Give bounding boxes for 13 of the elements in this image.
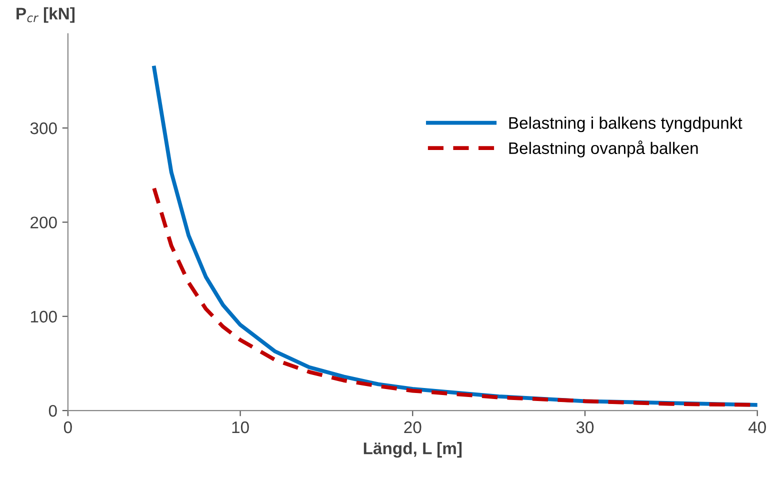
legend-label: Belastning ovanpå balken (509, 140, 698, 158)
x-tick-label: 0 (64, 421, 72, 434)
x-tick-label: 10 (232, 421, 249, 434)
y-tick-label: 300 (30, 122, 57, 134)
legend-label: Belastning i balkens tyngdpunkt (509, 116, 742, 132)
x-tick-label: 20 (404, 421, 422, 434)
y-tick-label: 100 (30, 310, 57, 323)
x-tick-label: 30 (576, 421, 594, 434)
x-tick-label: 40 (748, 421, 766, 434)
x-axis-title: Längd, L [m] (364, 442, 462, 458)
y-axis-title: P$_{cr}$ [kN] (16, 7, 74, 23)
y-tick-label: 0 (48, 404, 57, 417)
y-tick-label: 200 (30, 216, 57, 228)
